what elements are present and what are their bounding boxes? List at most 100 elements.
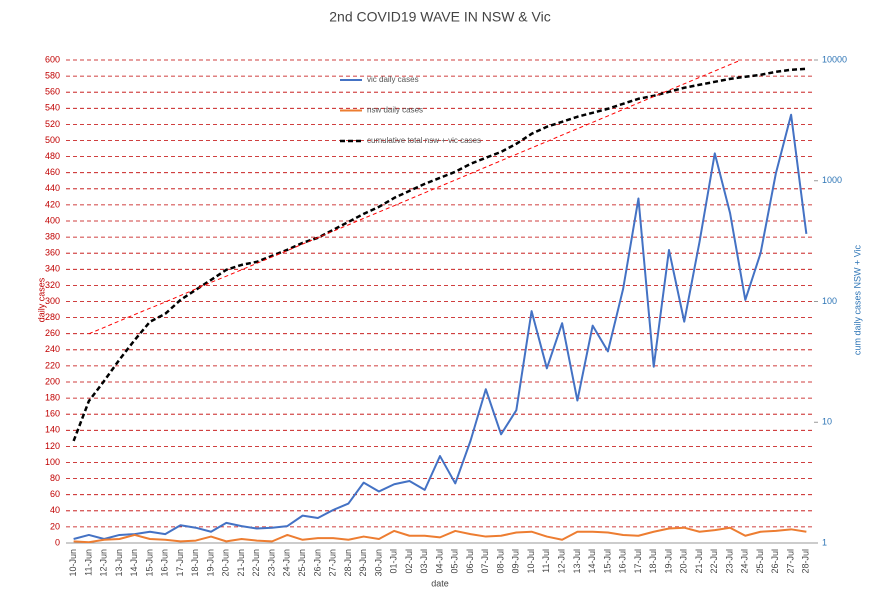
x-tick-label: 05-Jul bbox=[450, 549, 460, 574]
legend-label: cumulative total nsw + vic cases bbox=[367, 136, 481, 145]
y-tick-label: 120 bbox=[45, 441, 60, 451]
x-tick-label: 22-Jun bbox=[251, 549, 261, 577]
y-tick-label: 220 bbox=[45, 360, 60, 370]
x-tick-label: 16-Jun bbox=[160, 549, 170, 577]
legend-label: nsw daily cases bbox=[367, 106, 423, 115]
x-tick-label: 26-Jun bbox=[312, 549, 322, 577]
y-tick-label: 400 bbox=[45, 215, 60, 225]
x-tick-label: 28-Jun bbox=[343, 549, 353, 577]
x-tick-label: 10-Jun bbox=[68, 549, 78, 577]
x-tick-label: 11-Jul bbox=[541, 549, 551, 573]
x-tick-label: 23-Jun bbox=[266, 549, 276, 577]
y-tick-label: 260 bbox=[45, 328, 60, 338]
y-tick-label: 40 bbox=[50, 505, 60, 515]
x-tick-label: 28-Jul bbox=[801, 549, 811, 574]
y-tick-label: 320 bbox=[45, 280, 60, 290]
x-tick-label: 27-Jun bbox=[328, 549, 338, 577]
x-tick-label: 14-Jul bbox=[587, 549, 597, 574]
x-tick-label: 26-Jul bbox=[770, 549, 780, 574]
x-tick-label: 25-Jul bbox=[755, 549, 765, 574]
y-tick-label: 80 bbox=[50, 473, 60, 483]
x-tick-label: 20-Jul bbox=[679, 549, 689, 574]
y2-axis-label: cum daily cases NSW + Vic bbox=[852, 244, 862, 355]
y-tick-label: 300 bbox=[45, 296, 60, 306]
x-axis-label: date bbox=[431, 578, 449, 588]
y2-tick-label: 100 bbox=[822, 296, 837, 306]
y2-tick-label: 1000 bbox=[822, 175, 842, 185]
series-line bbox=[88, 60, 743, 335]
x-tick-label: 10-Jul bbox=[526, 549, 536, 574]
x-tick-label: 01-Jul bbox=[389, 549, 399, 574]
x-tick-label: 12-Jun bbox=[99, 549, 109, 577]
x-tick-label: 24-Jun bbox=[282, 549, 292, 577]
x-tick-label: 09-Jul bbox=[511, 549, 521, 574]
series-line bbox=[73, 113, 808, 540]
x-tick-label: 03-Jul bbox=[419, 549, 429, 574]
x-tick-label: 24-Jul bbox=[740, 549, 750, 574]
y-tick-label: 520 bbox=[45, 119, 60, 129]
x-tick-label: 15-Jun bbox=[144, 549, 154, 577]
x-tick-label: 15-Jul bbox=[602, 549, 612, 574]
y-tick-label: 180 bbox=[45, 392, 60, 402]
series-group bbox=[72, 67, 807, 442]
x-tick-label: 25-Jun bbox=[297, 549, 307, 577]
x-tick-label: 13-Jul bbox=[572, 549, 582, 574]
x-tick-label: 21-Jul bbox=[694, 549, 704, 574]
series-group bbox=[73, 113, 808, 540]
y-tick-label: 240 bbox=[45, 344, 60, 354]
x-tick-label: 20-Jun bbox=[221, 549, 231, 577]
y2-tick-label: 10000 bbox=[822, 54, 847, 64]
series-group bbox=[88, 60, 743, 335]
y-tick-label: 440 bbox=[45, 183, 60, 193]
y-tick-label: 0 bbox=[55, 537, 60, 547]
y-tick-label: 100 bbox=[45, 457, 60, 467]
y-tick-label: 20 bbox=[50, 521, 60, 531]
chart-title: 2nd COVID19 WAVE IN NSW & Vic bbox=[329, 9, 550, 25]
x-tick-label: 19-Jun bbox=[205, 549, 215, 577]
y-tick-label: 160 bbox=[45, 409, 60, 419]
legend-label: vic daily cases bbox=[367, 75, 419, 84]
y-tick-label: 280 bbox=[45, 312, 60, 322]
x-tick-label: 12-Jul bbox=[556, 549, 566, 574]
x-tick-label: 02-Jul bbox=[404, 549, 414, 574]
x-tick-label: 18-Jun bbox=[190, 549, 200, 577]
series-group bbox=[73, 526, 807, 543]
x-tick-label: 14-Jun bbox=[129, 549, 139, 577]
y-tick-label: 600 bbox=[45, 54, 60, 64]
y-tick-label: 540 bbox=[45, 103, 60, 113]
x-tick-label: 11-Jun bbox=[83, 549, 93, 576]
y-tick-label: 360 bbox=[45, 248, 60, 258]
x-tick-label: 04-Jul bbox=[434, 549, 444, 574]
x-tick-label: 16-Jul bbox=[618, 549, 628, 574]
series-line bbox=[73, 526, 807, 543]
x-tick-label: 08-Jul bbox=[495, 549, 505, 574]
y-axis-label: daily cases bbox=[36, 277, 46, 322]
y-tick-label: 340 bbox=[45, 264, 60, 274]
y-tick-label: 420 bbox=[45, 199, 60, 209]
x-tick-label: 07-Jul bbox=[480, 549, 490, 574]
y-tick-label: 380 bbox=[45, 231, 60, 241]
y-tick-label: 140 bbox=[45, 425, 60, 435]
y-tick-label: 480 bbox=[45, 151, 60, 161]
y-tick-label: 200 bbox=[45, 376, 60, 386]
x-tick-label: 17-Jul bbox=[633, 549, 643, 574]
y-tick-label: 560 bbox=[45, 87, 60, 97]
x-tick-label: 27-Jul bbox=[785, 549, 795, 574]
x-tick-label: 21-Jun bbox=[236, 549, 246, 577]
y-tick-label: 60 bbox=[50, 489, 60, 499]
x-tick-label: 18-Jul bbox=[648, 549, 658, 574]
series-line bbox=[72, 67, 807, 442]
y-tick-label: 500 bbox=[45, 135, 60, 145]
y2-tick-label: 10 bbox=[822, 417, 832, 427]
x-tick-label: 23-Jul bbox=[724, 549, 734, 574]
x-tick-label: 29-Jun bbox=[358, 549, 368, 577]
y2-tick-label: 1 bbox=[822, 537, 827, 547]
y-tick-label: 580 bbox=[45, 70, 60, 80]
x-tick-label: 19-Jul bbox=[663, 549, 673, 574]
y-tick-label: 460 bbox=[45, 167, 60, 177]
x-tick-label: 13-Jun bbox=[114, 549, 124, 577]
x-tick-label: 17-Jun bbox=[175, 549, 185, 577]
x-tick-label: 30-Jun bbox=[373, 549, 383, 577]
x-tick-label: 22-Jul bbox=[709, 549, 719, 574]
